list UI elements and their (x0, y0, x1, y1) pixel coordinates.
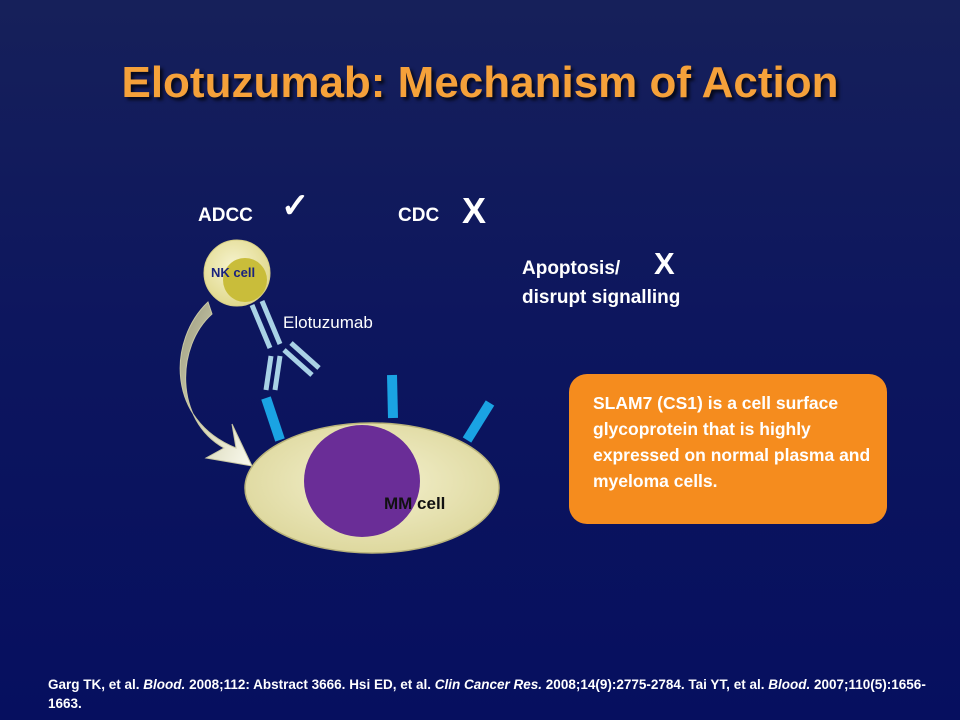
adcc-check-icon: ✓ (281, 187, 310, 225)
cdc-x-mark: X (462, 190, 487, 231)
adcc-label: ADCC (198, 205, 253, 226)
ref2-author: Hsi ED, et al. (349, 677, 431, 692)
slide-title: Elotuzumab: Mechanism of Action (121, 58, 839, 107)
slam7-receptor (462, 400, 495, 443)
ref2-journal: Clin Cancer Res. (434, 677, 543, 692)
mm-cell-nucleus (304, 425, 420, 537)
slam7-receptor (387, 374, 398, 419)
apoptosis-x-mark: X (654, 246, 675, 281)
ref1-journal: Blood. (143, 677, 186, 692)
references-footer: Garg TK, et al. Blood. 2008;112: Abstrac… (48, 675, 928, 713)
ref3-journal: Blood. (768, 677, 811, 692)
adcc-curved-arrow (179, 301, 253, 467)
ref1-detail: 2008;112: Abstract 3666. (189, 677, 346, 692)
apoptosis-label-line1: Apoptosis/ (522, 258, 621, 279)
ref3-detail: 2007;110(5):1656-1663. (48, 677, 926, 711)
elotuzumab-label: Elotuzumab (283, 313, 373, 332)
ref1-author: Garg TK, et al. (48, 677, 140, 692)
cdc-label: CDC (398, 205, 440, 226)
slam7-receptor (261, 396, 285, 442)
nk-cell-label: NK cell (211, 265, 256, 280)
elotuzumab-antibody (249, 300, 321, 391)
slam7-callout-text: SLAM7 (CS1) is a cell surface glycoprote… (593, 393, 871, 491)
ref2-detail: 2008;14(9):2775-2784. (545, 677, 685, 692)
mm-cell-label: MM cell (384, 494, 446, 513)
nk-cell-nucleus (223, 258, 267, 302)
slam7-callout: SLAM7 (CS1) is a cell surface glycoprote… (569, 374, 887, 524)
apoptosis-label-line2: disrupt signalling (522, 287, 681, 308)
ref3-author: Tai YT, et al. (688, 677, 765, 692)
